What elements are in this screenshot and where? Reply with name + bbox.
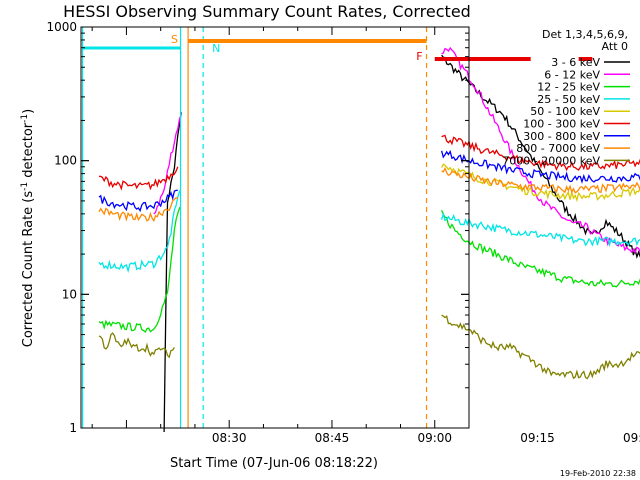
series-line-1-seg-0 — [153, 114, 182, 215]
legend-label: 100 - 300 keV — [523, 118, 600, 131]
legend-label: 300 - 800 keV — [523, 130, 600, 143]
series-line-6-seg-1 — [440, 149, 640, 184]
x-tick-label: 08:45 — [315, 431, 350, 445]
legend-label: 12 - 25 keV — [537, 81, 600, 94]
legend-label: 50 - 100 keV — [530, 105, 600, 118]
series-line-8-seg-0 — [98, 332, 175, 359]
series-line-1-seg-1 — [441, 46, 640, 255]
series-line-5-seg-0 — [98, 166, 179, 191]
flag-f: F — [416, 50, 422, 63]
plot-frame — [80, 26, 470, 429]
legend-label: 25 - 50 keV — [537, 93, 600, 106]
series-line-6-seg-0 — [98, 189, 178, 213]
series-line-2-seg-1 — [441, 209, 640, 288]
chart-title: HESSI Observing Summary Count Rates, Cor… — [63, 2, 471, 21]
x-tick-label: 09:15 — [520, 431, 555, 445]
series-line-4-seg-0 — [441, 163, 640, 203]
y-tick-label: 1000 — [46, 20, 77, 34]
flag-n: N — [212, 42, 220, 55]
legend-label: 7000 - 20000 keV — [502, 154, 600, 167]
series-line-0-seg-1 — [441, 54, 640, 260]
y-tick-label: 10 — [62, 287, 77, 301]
plot-area: SNF08:3008:4509:0009:1509:3009:451101001… — [46, 20, 640, 445]
legend-attenuator: Att 0 — [602, 40, 628, 53]
series-line-7-seg-1 — [441, 166, 640, 194]
y-axis-label: Corrected Count Rate (s-1 detector-1) — [20, 109, 36, 347]
legend-label: 3 - 6 keV — [551, 56, 600, 69]
x-axis-label: Start Time (07-Jun-06 08:18:22) — [170, 456, 378, 471]
series-line-5-seg-1 — [441, 134, 640, 172]
series-line-3-seg-1 — [440, 211, 640, 248]
x-tick-label: 09:30 — [623, 431, 640, 445]
x-tick-label: 09:00 — [417, 431, 452, 445]
series-line-3-seg-0 — [98, 190, 181, 274]
y-tick-label: 100 — [54, 154, 77, 168]
series-line-7-seg-0 — [98, 196, 179, 223]
series-line-0-seg-0 — [163, 112, 182, 433]
legend-label: 800 - 7000 keV — [516, 142, 600, 155]
series-line-8-seg-1 — [441, 314, 640, 380]
y-tick-label: 1 — [69, 421, 77, 435]
legend-label: 6 - 12 keV — [544, 68, 600, 81]
flag-s: S — [171, 33, 178, 46]
series-line-2-seg-0 — [98, 206, 181, 334]
legend-detectors: Det 1,3,4,5,6,9, — [542, 28, 628, 41]
x-tick-label: 08:30 — [212, 431, 247, 445]
footer-date: 19-Feb-2010 22:38 — [560, 469, 636, 478]
